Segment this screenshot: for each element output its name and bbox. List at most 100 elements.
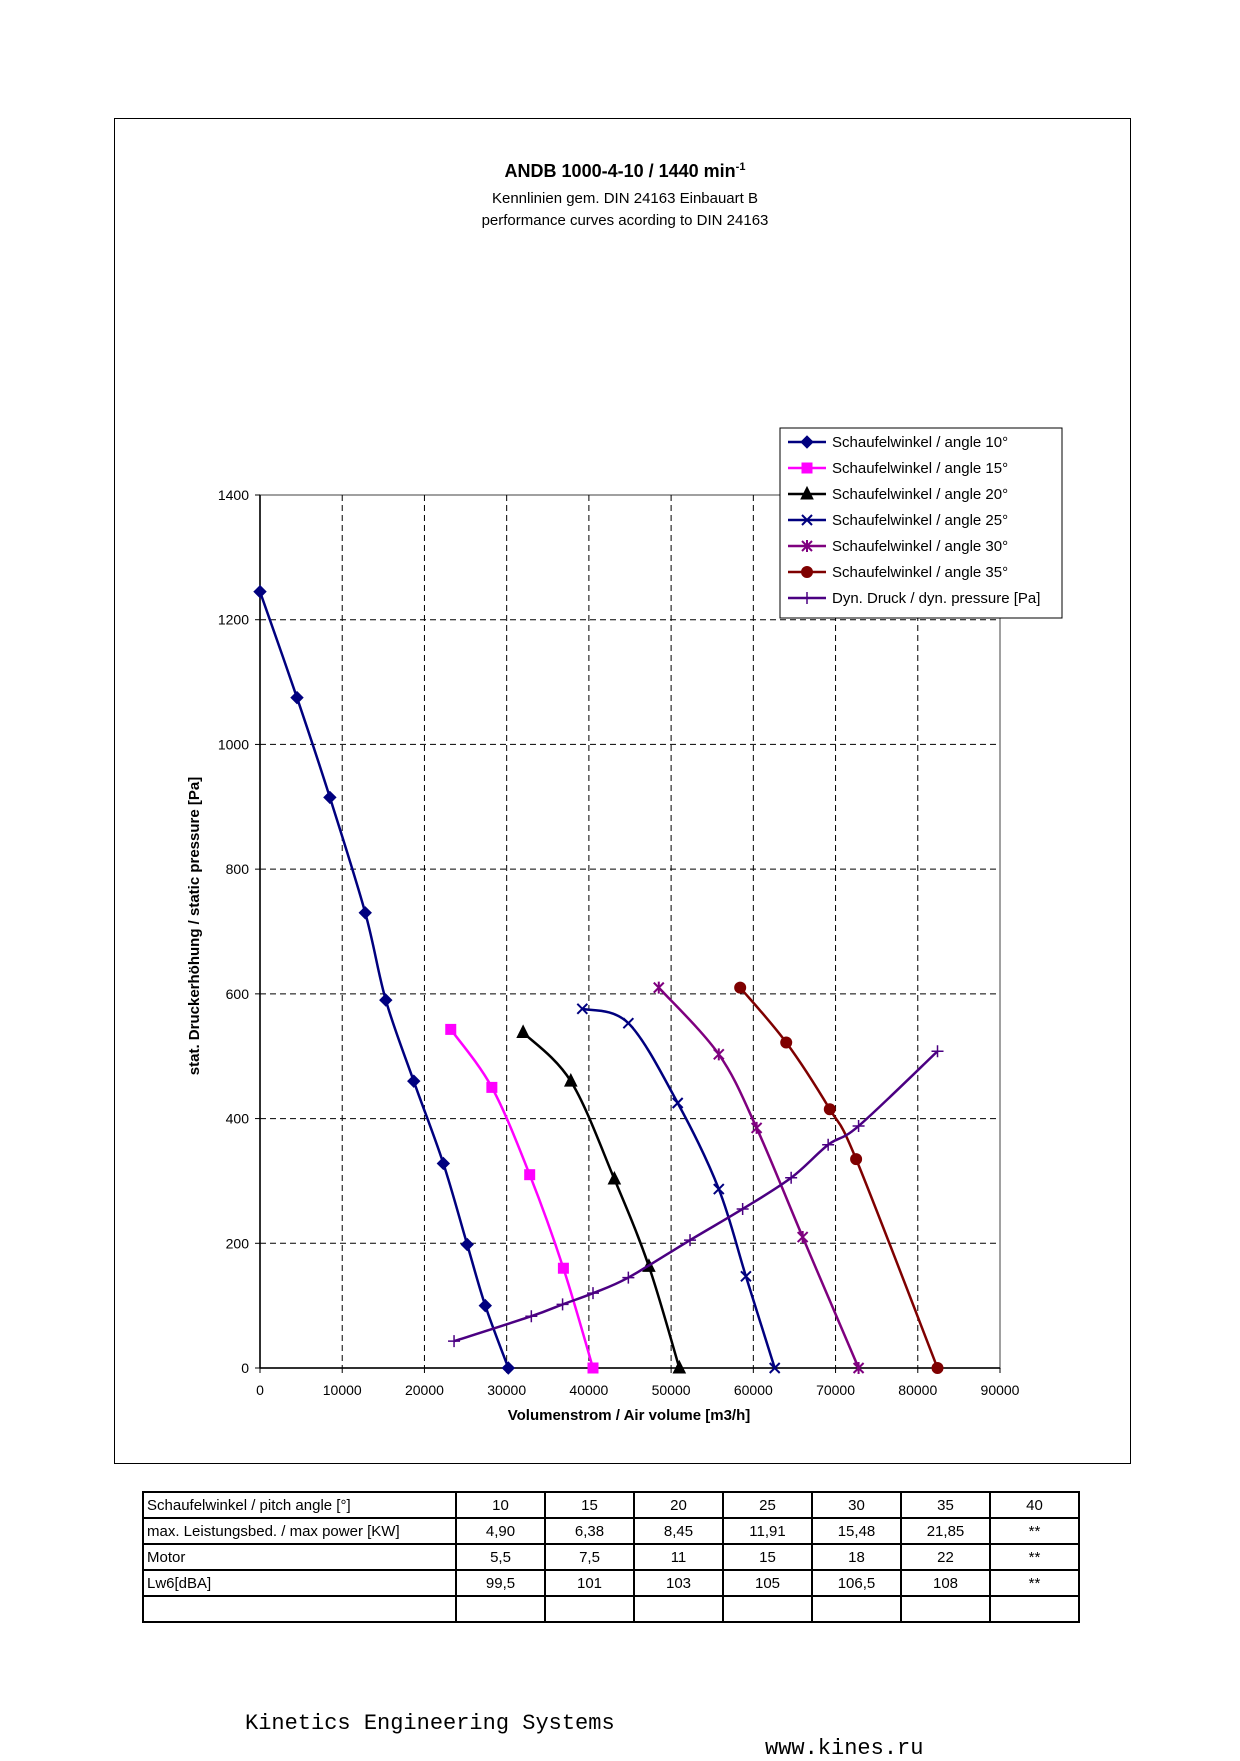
data-point [556,1298,569,1311]
table-cell: 15 [544,1491,635,1519]
spec-table: Schaufelwinkel / pitch angle [°] 10 15 20 25… [142,1491,1080,1623]
table-row: Schaufelwinkel / pitch angle [°] 10 15 20 25… [142,1491,1080,1519]
legend-entry-label: Schaufelwinkel / angle 30° [832,538,1008,555]
table-cell [633,1595,724,1623]
x-axis-label: Volumenstrom / Air volume [m3/h] [508,1407,751,1424]
chart-subtitle-1: Kennlinien gem. DIN 24163 Einbauart B [492,190,758,207]
legend-marker [801,514,813,526]
data-point [684,1234,697,1247]
data-point [358,906,372,920]
legend-marker [800,435,814,449]
y-tick-label: 1000 [218,736,249,752]
table-cell: 5,5 [455,1543,546,1571]
table-cell: 35 [900,1491,991,1519]
data-point [769,1362,781,1374]
data-point [445,1023,457,1035]
legend: Schaufelwinkel / angle 10° Schaufelwinkel… [779,427,1063,619]
x-tick-label: 90000 [981,1382,1020,1398]
table-row: Motor 5,5 7,5 11 15 18 22 ** [142,1543,1080,1571]
table-cell: 15 [722,1543,813,1571]
data-point [486,1081,498,1093]
x-tick-label: 60000 [734,1382,773,1398]
y-tick-label: 400 [226,1111,250,1127]
y-tick-label: 1400 [218,487,249,503]
data-point [253,584,267,599]
table-row-label: Lw6[dBA] [142,1569,457,1597]
table-row-label: Motor [142,1543,457,1571]
y-tick-label: 200 [226,1235,250,1251]
data-point [379,993,393,1007]
table-cell [900,1595,991,1623]
table-cell [811,1595,902,1623]
data-point [671,1097,684,1109]
data-point [323,790,337,805]
chart-subtitle-2: performance curves acording to DIN 24163 [482,212,769,229]
chart-title: ANDB 1000-4-10 / 1440 min-1 [505,161,746,181]
data-point [653,981,665,994]
table-cell: 108 [900,1569,991,1597]
table-row-label: Schaufelwinkel / pitch angle [°] [142,1491,457,1519]
data-point [850,1153,863,1166]
data-point [460,1237,474,1252]
data-point [822,1138,835,1151]
footer-website: www.kines.ru [765,1736,924,1761]
plot-background [259,494,1001,1369]
table-cell: 25 [722,1491,813,1519]
table-cell [722,1595,813,1623]
x-tick-label: 30000 [487,1382,526,1398]
chart-title-superscript: -1 [736,161,746,173]
data-point [587,1362,599,1374]
x-tick-label: 10000 [323,1382,362,1398]
data-point [713,1048,725,1061]
data-point [607,1170,622,1185]
table-cell: ** [989,1569,1080,1597]
table-cell [989,1595,1080,1623]
legend-entry-label: Schaufelwinkel / angle 15° [832,460,1008,477]
data-point [622,1271,635,1284]
table-cell: 20 [633,1491,724,1519]
series-line-0 [258,591,510,1369]
legend-entry-label: Schaufelwinkel / angle 10° [832,434,1008,451]
data-point [931,1362,944,1374]
table-cell: 40 [989,1491,1080,1519]
table-cell: 10 [455,1491,546,1519]
table-cell [455,1595,546,1623]
table-row [142,1595,1080,1623]
table-cell: ** [989,1543,1080,1571]
legend-marker [801,540,813,552]
data-point [436,1156,451,1171]
series-line-5 [739,986,939,1369]
data-point [557,1262,569,1274]
table-cell: 7,5 [544,1543,635,1571]
data-point [852,1120,865,1133]
footer-company: Kinetics Engineering Systems [245,1711,615,1736]
table-cell: 21,85 [900,1517,991,1545]
series-line-4 [657,986,860,1369]
legend-marker [801,592,813,604]
legend-entry-label: Schaufelwinkel / angle 25° [832,512,1008,529]
performance-chart: ANDB 1000-4-10 / 1440 min-1 Kennlinien g… [186,161,1063,1424]
data-point [563,1073,578,1087]
data-point [622,1017,635,1029]
y-axis-label: stat. Druckerhöhung / static pressure [P… [186,777,203,1075]
data-point [587,1287,599,1300]
x-tick-label: 80000 [898,1382,937,1398]
table-cell: 101 [544,1569,635,1597]
x-tick-label: 50000 [652,1382,691,1398]
table-row: Lw6[dBA] 99,5 101 103 105 106,5 108 ** [142,1569,1080,1597]
data-point [501,1361,516,1375]
data-point [852,1362,865,1374]
data-point [740,1270,752,1283]
data-point [407,1074,421,1088]
table-row: max. Leistungsbed. / max power [KW] 4,90 6… [142,1517,1080,1545]
table-cell: 99,5 [455,1569,546,1597]
data-point [713,1183,725,1195]
table-cell: 11 [633,1543,724,1571]
legend-entry-label: Dyn. Druck / dyn. pressure [Pa] [832,590,1040,607]
table-cell: 4,90 [455,1517,546,1545]
footer: Kinetics Engineering Systems www.kines.r… [0,1686,1240,1761]
x-tick-label: 70000 [816,1382,855,1398]
legend-marker [801,566,813,578]
table-cell: 105 [722,1569,813,1597]
data-point [931,1045,944,1058]
